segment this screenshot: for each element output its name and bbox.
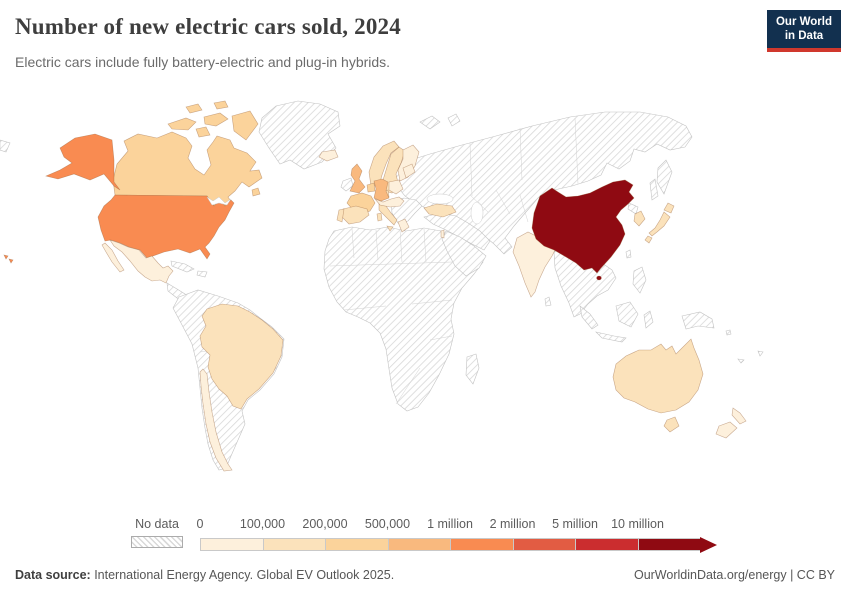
legend-segment[interactable] bbox=[387, 538, 450, 551]
credit: OurWorldinData.org/energy | CC BY bbox=[634, 568, 835, 582]
region-java[interactable] bbox=[595, 331, 627, 343]
country-china[interactable] bbox=[531, 179, 635, 274]
country-madagascar[interactable] bbox=[465, 353, 480, 385]
color-scale: 0 100,000 200,000 500,000 1 million 2 million… bbox=[196, 517, 745, 555]
legend-segment[interactable] bbox=[325, 538, 388, 551]
credit-link[interactable]: OurWorldinData.org/energy bbox=[633, 568, 787, 582]
country-united-states-hawaii[interactable] bbox=[3, 254, 14, 264]
country-greenland[interactable] bbox=[258, 100, 341, 170]
region-sumatra[interactable] bbox=[579, 305, 599, 330]
region-hispaniola[interactable] bbox=[196, 270, 208, 278]
page-title: Number of new electric cars sold, 2024 bbox=[15, 14, 401, 39]
country-north-korea[interactable] bbox=[627, 202, 639, 215]
region-arctic-islands[interactable] bbox=[419, 115, 441, 130]
country-ireland[interactable] bbox=[340, 177, 354, 192]
country-italy-sicily[interactable] bbox=[386, 225, 394, 232]
footer: Data source: International Energy Agency… bbox=[15, 568, 835, 582]
country-united-states[interactable] bbox=[45, 133, 235, 260]
data-source-text: International Energy Agency. Global EV O… bbox=[90, 568, 395, 582]
legend-tick: 1 million bbox=[427, 517, 473, 531]
legend-tick: 5 million bbox=[552, 517, 598, 531]
country-italy[interactable] bbox=[378, 202, 398, 226]
country-brazil[interactable] bbox=[199, 303, 284, 410]
owid-logo-line2: in Data bbox=[784, 30, 824, 43]
country-japan[interactable] bbox=[644, 202, 675, 244]
country-united-kingdom[interactable] bbox=[349, 163, 366, 194]
country-sri-lanka[interactable] bbox=[544, 296, 552, 307]
country-israel[interactable] bbox=[440, 229, 445, 239]
country-new-zealand[interactable] bbox=[715, 407, 747, 439]
country-mexico-baja[interactable] bbox=[101, 242, 125, 273]
region-baltics[interactable] bbox=[402, 163, 416, 179]
legend-segment[interactable] bbox=[637, 538, 700, 551]
region-taiwan[interactable] bbox=[625, 249, 632, 259]
legend-segment[interactable] bbox=[200, 538, 263, 551]
owid-logo[interactable]: Our World in Data bbox=[767, 10, 841, 52]
region-chukotka-edge[interactable] bbox=[0, 139, 11, 153]
country-australia-tasmania[interactable] bbox=[663, 416, 680, 433]
region-cuba[interactable] bbox=[170, 260, 195, 273]
country-canada-newfoundland[interactable] bbox=[251, 187, 261, 197]
no-data-swatch[interactable] bbox=[131, 536, 183, 548]
legend-tick: 500,000 bbox=[364, 517, 411, 531]
legend-segment[interactable] bbox=[450, 538, 513, 551]
country-sweden[interactable] bbox=[382, 146, 406, 194]
country-canada-arctic-islands[interactable] bbox=[167, 100, 259, 141]
region-kamchatka[interactable] bbox=[656, 159, 673, 195]
owid-logo-line1: Our World bbox=[775, 16, 832, 28]
legend-tick: 10 million bbox=[611, 517, 664, 531]
region-sulawesi[interactable] bbox=[643, 310, 654, 329]
country-greece[interactable] bbox=[397, 218, 410, 233]
region-central-europe[interactable] bbox=[374, 196, 405, 208]
region-borneo[interactable] bbox=[615, 301, 639, 328]
legend-segment[interactable] bbox=[262, 538, 325, 551]
country-china-hainan[interactable] bbox=[596, 275, 602, 281]
data-source: Data source: International Energy Agency… bbox=[15, 568, 394, 582]
no-data-block: No data bbox=[131, 517, 183, 548]
country-chile[interactable] bbox=[199, 368, 233, 472]
region-iran-iraq[interactable] bbox=[423, 212, 491, 251]
credit-separator: | bbox=[786, 568, 797, 582]
caspian-sea bbox=[470, 201, 484, 225]
no-data-label: No data bbox=[135, 517, 179, 531]
country-australia[interactable] bbox=[612, 338, 704, 414]
region-sakhalin[interactable] bbox=[649, 178, 659, 201]
region-new-guinea[interactable] bbox=[681, 311, 715, 330]
country-south-korea[interactable] bbox=[633, 210, 646, 227]
legend-arrow bbox=[700, 536, 717, 553]
legend-segment[interactable] bbox=[512, 538, 575, 551]
page-subtitle: Electric cars include fully battery-elec… bbox=[15, 54, 391, 70]
data-source-label: Data source: bbox=[15, 568, 91, 582]
region-philippines[interactable] bbox=[632, 266, 647, 294]
region-pacific-islands[interactable] bbox=[725, 329, 764, 364]
country-spain[interactable] bbox=[341, 205, 370, 225]
black-sea bbox=[426, 193, 454, 205]
region-africa[interactable] bbox=[323, 226, 484, 412]
legend-tick: 200,000 bbox=[302, 517, 348, 531]
map-legend: No data 0 100,000 200,000 500,000 1 million 2… bbox=[0, 515, 850, 557]
country-iceland[interactable] bbox=[318, 149, 339, 162]
country-turkey[interactable] bbox=[423, 203, 457, 218]
great-lakes bbox=[206, 196, 232, 206]
country-poland[interactable] bbox=[388, 179, 404, 195]
region-arctic-islands2[interactable] bbox=[447, 113, 461, 127]
country-italy-sardinia[interactable] bbox=[376, 212, 383, 222]
world-choropleth-map bbox=[0, 95, 850, 510]
legend-tick: 2 million bbox=[489, 517, 536, 531]
country-mexico[interactable] bbox=[109, 239, 174, 284]
country-benelux[interactable] bbox=[366, 182, 376, 193]
country-portugal[interactable] bbox=[336, 208, 345, 223]
region-arabia[interactable] bbox=[441, 230, 487, 277]
legend-segment[interactable] bbox=[575, 538, 638, 551]
country-germany[interactable] bbox=[373, 178, 390, 202]
legend-tick: 100,000 bbox=[239, 517, 286, 531]
legend-tick: 0 bbox=[196, 517, 204, 531]
credit-license: CC BY bbox=[796, 568, 835, 582]
